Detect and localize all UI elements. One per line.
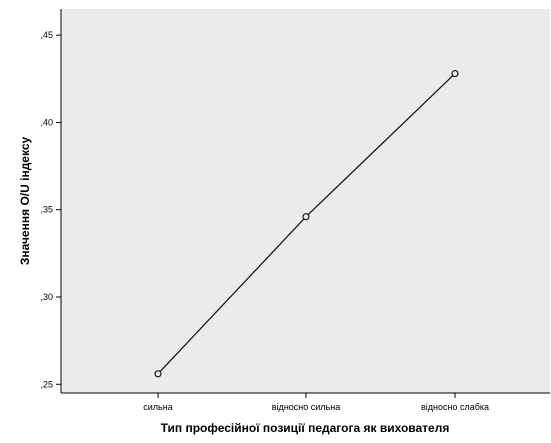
data-point-marker xyxy=(154,370,162,378)
x-axis-title: Тип професійної позиції педагога як вихо… xyxy=(161,421,450,435)
x-axis-ticks: сильна відносно сильна відносно слабка xyxy=(143,393,489,412)
y-tick-label: ,40 xyxy=(40,117,53,127)
x-tick-label: відносно сильна xyxy=(272,402,340,412)
y-tick-label: ,30 xyxy=(40,292,53,302)
y-tick-label: ,35 xyxy=(40,205,53,215)
y-tick-label: ,25 xyxy=(40,379,53,389)
x-tick-label: сильна xyxy=(143,402,172,412)
x-tick-label: відносно слабка xyxy=(421,402,489,412)
y-axis-ticks: ,25 ,30 ,35 ,40 ,45 xyxy=(40,30,61,389)
data-point-marker xyxy=(302,213,310,221)
data-point-marker xyxy=(451,69,459,78)
series-group xyxy=(154,69,459,378)
y-tick-label: ,45 xyxy=(40,30,53,40)
plot-area xyxy=(61,9,550,393)
y-axis-title: Значення O/U індексу xyxy=(18,137,32,266)
